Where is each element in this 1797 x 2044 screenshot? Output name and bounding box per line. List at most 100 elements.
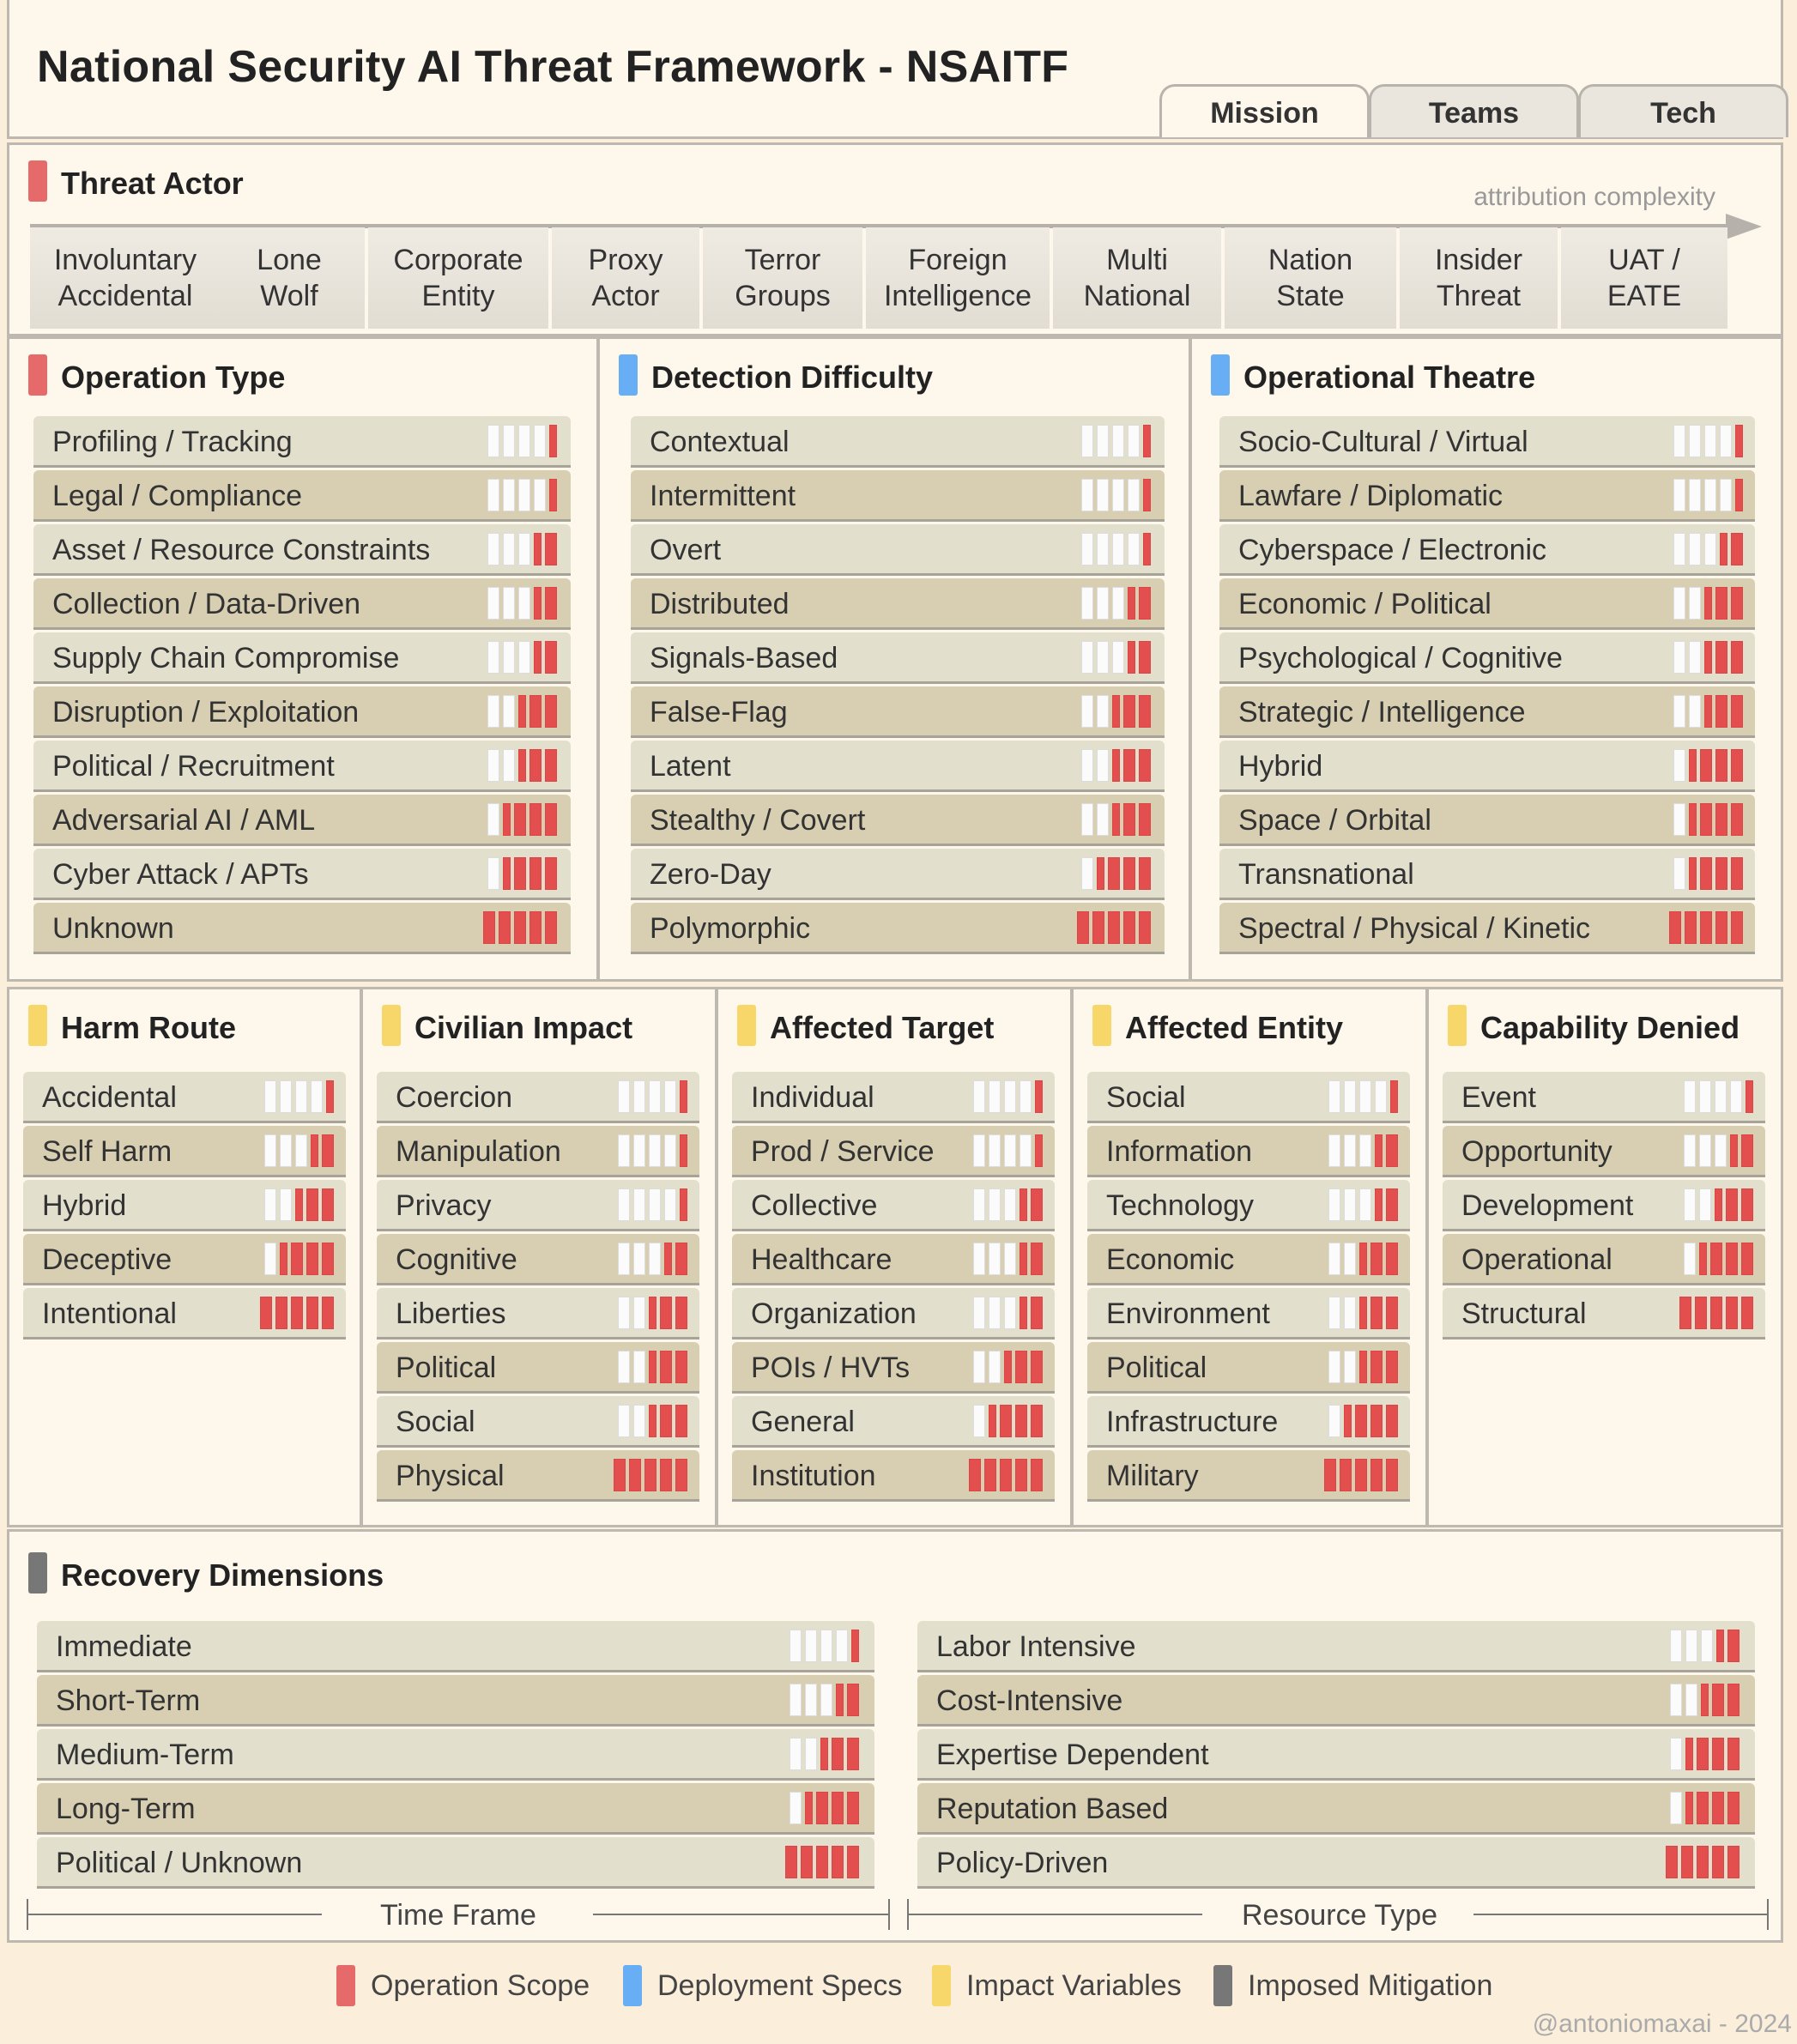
list-item[interactable]: Labor Intensive bbox=[917, 1621, 1755, 1672]
list-item[interactable]: Cyberspace / Electronic bbox=[1219, 524, 1755, 576]
list-item[interactable]: Immediate bbox=[37, 1621, 874, 1672]
list-item[interactable]: General bbox=[732, 1396, 1055, 1448]
list-item[interactable]: Self Harm bbox=[23, 1126, 346, 1177]
list-item[interactable]: Organization bbox=[732, 1288, 1055, 1339]
actor-terror-groups[interactable]: Terror Groups bbox=[703, 227, 862, 329]
bar-segment-filled bbox=[660, 1405, 672, 1437]
list-item[interactable]: Legal / Compliance bbox=[33, 470, 571, 522]
list-item[interactable]: Medium-Term bbox=[37, 1729, 874, 1781]
list-item[interactable]: Political bbox=[1087, 1342, 1410, 1394]
actor-proxy-actor[interactable]: Proxy Actor bbox=[552, 227, 699, 329]
list-item[interactable]: Profiling / Tracking bbox=[33, 416, 571, 468]
list-item[interactable]: Institution bbox=[732, 1450, 1055, 1502]
actor-corporate-entity[interactable]: Corporate Entity bbox=[368, 227, 548, 329]
list-item[interactable]: Economic bbox=[1087, 1234, 1410, 1285]
list-item[interactable]: Psychological / Cognitive bbox=[1219, 632, 1755, 684]
list-item[interactable]: Coercion bbox=[377, 1072, 699, 1123]
list-item[interactable]: Development bbox=[1443, 1180, 1765, 1231]
actor-lone-wolf[interactable]: Lone Wolf bbox=[214, 227, 365, 329]
list-item[interactable]: Zero-Day bbox=[631, 849, 1165, 900]
tab-teams[interactable]: Teams bbox=[1369, 84, 1579, 137]
list-item[interactable]: Economic / Political bbox=[1219, 578, 1755, 630]
list-item[interactable]: Collective bbox=[732, 1180, 1055, 1231]
list-item[interactable]: Signals-Based bbox=[631, 632, 1165, 684]
tab-mission[interactable]: Mission bbox=[1159, 84, 1370, 137]
actor-multi-national[interactable]: Multi National bbox=[1053, 227, 1221, 329]
list-item[interactable]: Stealthy / Covert bbox=[631, 795, 1165, 846]
bar-segment-empty bbox=[1112, 479, 1124, 511]
list-item[interactable]: Disruption / Exploitation bbox=[33, 686, 571, 738]
level-bar bbox=[264, 1188, 334, 1221]
list-item[interactable]: Technology bbox=[1087, 1180, 1410, 1231]
list-item[interactable]: Structural bbox=[1443, 1288, 1765, 1339]
list-item[interactable]: Transnational bbox=[1219, 849, 1755, 900]
list-item[interactable]: Distributed bbox=[631, 578, 1165, 630]
list-item[interactable]: Prod / Service bbox=[732, 1126, 1055, 1177]
actor-foreign-intelligence[interactable]: Foreign Intelligence bbox=[866, 227, 1050, 329]
list-item[interactable]: Liberties bbox=[377, 1288, 699, 1339]
list-item[interactable]: Political bbox=[377, 1342, 699, 1394]
level-bar bbox=[487, 479, 557, 511]
list-item[interactable]: Lawfare / Diplomatic bbox=[1219, 470, 1755, 522]
bar-segment-empty bbox=[1097, 587, 1109, 620]
bar-segment-empty bbox=[790, 1684, 802, 1716]
list-item[interactable]: Privacy bbox=[377, 1180, 699, 1231]
list-item[interactable]: Environment bbox=[1087, 1288, 1410, 1339]
actor-involuntary-accidental[interactable]: Involuntary Accidental bbox=[30, 227, 221, 329]
list-item[interactable]: Space / Orbital bbox=[1219, 795, 1755, 846]
list-item[interactable]: Polymorphic bbox=[631, 903, 1165, 954]
list-item[interactable]: Overt bbox=[631, 524, 1165, 576]
list-item[interactable]: Reputation Based bbox=[917, 1783, 1755, 1835]
list-item[interactable]: Information bbox=[1087, 1126, 1410, 1177]
list-item[interactable]: Accidental bbox=[23, 1072, 346, 1123]
bar-segment-empty bbox=[973, 1188, 985, 1221]
list-item[interactable]: Policy-Driven bbox=[917, 1837, 1755, 1889]
list-item[interactable]: Political / Recruitment bbox=[33, 741, 571, 792]
list-item[interactable]: Deceptive bbox=[23, 1234, 346, 1285]
list-item[interactable]: Military bbox=[1087, 1450, 1410, 1502]
list-item[interactable]: Physical bbox=[377, 1450, 699, 1502]
list-item[interactable]: Socio-Cultural / Virtual bbox=[1219, 416, 1755, 468]
list-item[interactable]: Collection / Data-Driven bbox=[33, 578, 571, 630]
bar-segment-filled bbox=[1727, 1630, 1740, 1662]
list-item[interactable]: Expertise Dependent bbox=[917, 1729, 1755, 1781]
list-item[interactable]: Spectral / Physical / Kinetic bbox=[1219, 903, 1755, 954]
list-item[interactable]: Adversarial AI / AML bbox=[33, 795, 571, 846]
list-item[interactable]: Latent bbox=[631, 741, 1165, 792]
list-item[interactable]: Operational bbox=[1443, 1234, 1765, 1285]
list-item[interactable]: Supply Chain Compromise bbox=[33, 632, 571, 684]
list-item[interactable]: Asset / Resource Constraints bbox=[33, 524, 571, 576]
list-item[interactable]: False-Flag bbox=[631, 686, 1165, 738]
actor-nation-state[interactable]: Nation State bbox=[1225, 227, 1396, 329]
list-item[interactable]: Cost-Intensive bbox=[917, 1675, 1755, 1727]
list-item[interactable]: Hybrid bbox=[23, 1180, 346, 1231]
bar-segment-empty bbox=[649, 1080, 661, 1113]
list-item[interactable]: Social bbox=[1087, 1072, 1410, 1123]
list-item[interactable]: Cognitive bbox=[377, 1234, 699, 1285]
list-item[interactable]: Unknown bbox=[33, 903, 571, 954]
list-item[interactable]: Long-Term bbox=[37, 1783, 874, 1835]
list-item[interactable]: Short-Term bbox=[37, 1675, 874, 1727]
list-item[interactable]: Social bbox=[377, 1396, 699, 1448]
list-item[interactable]: Infrastructure bbox=[1087, 1396, 1410, 1448]
list-item[interactable]: Intermittent bbox=[631, 470, 1165, 522]
bar-segment-filled bbox=[1712, 1684, 1724, 1716]
level-bar bbox=[487, 587, 557, 620]
list-item[interactable]: Hybrid bbox=[1219, 741, 1755, 792]
tab-tech[interactable]: Tech bbox=[1578, 84, 1788, 137]
list-item[interactable]: Individual bbox=[732, 1072, 1055, 1123]
item-label: Collection / Data-Driven bbox=[52, 588, 361, 620]
list-item[interactable]: Contextual bbox=[631, 416, 1165, 468]
list-item[interactable]: Cyber Attack / APTs bbox=[33, 849, 571, 900]
list-item[interactable]: Political / Unknown bbox=[37, 1837, 874, 1889]
list-item[interactable]: Healthcare bbox=[732, 1234, 1055, 1285]
list-item[interactable]: Intentional bbox=[23, 1288, 346, 1339]
list-item[interactable]: Event bbox=[1443, 1072, 1765, 1123]
actor-uat-eate[interactable]: UAT / EATE bbox=[1561, 227, 1727, 329]
item-label: Asset / Resource Constraints bbox=[52, 534, 431, 566]
list-item[interactable]: Strategic / Intelligence bbox=[1219, 686, 1755, 738]
list-item[interactable]: Opportunity bbox=[1443, 1126, 1765, 1177]
list-item[interactable]: POIs / HVTs bbox=[732, 1342, 1055, 1394]
list-item[interactable]: Manipulation bbox=[377, 1126, 699, 1177]
actor-insider-threat[interactable]: Insider Threat bbox=[1400, 227, 1558, 329]
